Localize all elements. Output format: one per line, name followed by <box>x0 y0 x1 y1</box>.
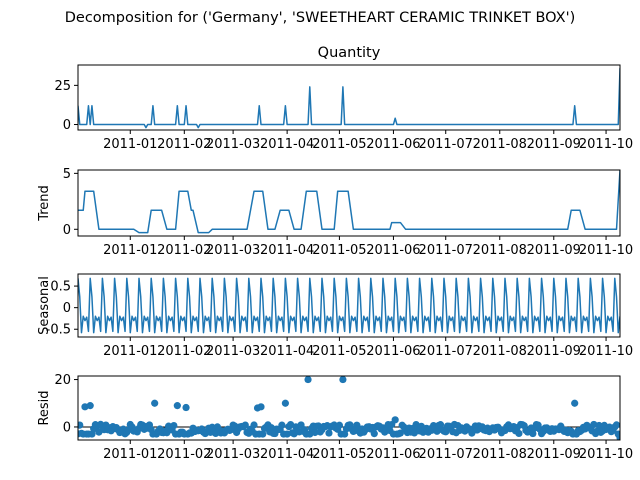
y-axis-label: Resid <box>37 390 52 425</box>
x-tick-label: 2011-02 <box>157 344 211 359</box>
resid-point <box>151 399 159 407</box>
axes-frame-1 <box>77 64 621 131</box>
resid-point <box>370 430 378 438</box>
x-tick-label: 2011-06 <box>366 447 420 462</box>
resid-point <box>616 434 620 440</box>
resid-point <box>442 428 450 436</box>
resid-point <box>325 429 333 437</box>
axes-frame-2 <box>77 169 621 237</box>
resid-point <box>391 416 399 424</box>
y-tick-label: 5 <box>63 167 71 182</box>
plot-area-2 <box>78 170 620 234</box>
x-tick-label: 2011-04 <box>260 344 314 359</box>
y-axis-label: Seasonal <box>37 276 52 335</box>
seasonal-line <box>78 277 620 334</box>
x-tick-label: 2011-01 <box>103 243 157 258</box>
x-tick-label: 2011-08 <box>473 447 527 462</box>
x-tick-label: 2011-05 <box>312 447 366 462</box>
x-tick-label: 2011-03 <box>206 344 260 359</box>
axes-frame-3 <box>77 273 621 338</box>
x-tick-label: 2011-05 <box>312 344 366 359</box>
y-tick-label: 0.5 <box>50 280 71 295</box>
y-tick-label: 20 <box>54 373 71 388</box>
resid-point <box>78 421 84 429</box>
x-tick-label: 2011-01 <box>103 137 157 152</box>
resid-point <box>170 421 178 430</box>
x-tick-label: 2011-06 <box>366 137 420 152</box>
x-tick-label: 2011-10 <box>579 344 633 359</box>
x-tick-label: 2011-09 <box>527 243 581 258</box>
x-tick-label: 2011-06 <box>366 243 420 258</box>
x-tick-label: 2011-01 <box>103 344 157 359</box>
resid-point <box>250 421 258 429</box>
resid-point <box>259 430 267 438</box>
resid-point <box>173 402 181 410</box>
trend-line <box>78 170 620 234</box>
x-tick-label: 2011-05 <box>312 137 366 152</box>
resid-point <box>339 376 347 384</box>
resid-point <box>335 421 344 429</box>
x-tick-label: 2011-01 <box>103 447 157 462</box>
x-tick-label: 2011-02 <box>157 447 211 462</box>
x-tick-label: 2011-09 <box>527 344 581 359</box>
y-tick-label: -0.5 <box>46 323 71 338</box>
x-tick-label: 2011-10 <box>579 447 633 462</box>
resid-point <box>515 429 523 438</box>
resid-point <box>311 428 319 437</box>
resid-point <box>529 429 537 438</box>
resid-point <box>396 429 405 437</box>
plot-area-4 <box>78 376 620 440</box>
panel-title: Quantity <box>318 45 381 61</box>
y-tick-label: 0 <box>63 301 71 316</box>
x-tick-label: 2011-05 <box>312 243 366 258</box>
quantity-line <box>78 68 620 129</box>
plot-area-3 <box>78 277 620 334</box>
x-tick-label: 2011-09 <box>527 447 581 462</box>
figure-title: Decomposition for ('Germany', 'SWEETHEAR… <box>65 10 575 26</box>
x-tick-label: 2011-08 <box>473 137 527 152</box>
y-axis-label: Trend <box>37 185 52 222</box>
plot-area-1 <box>78 68 620 129</box>
resid-point <box>595 421 603 430</box>
x-tick-label: 2011-03 <box>206 137 260 152</box>
resid-point <box>281 399 289 407</box>
y-tick-label: 0 <box>63 223 71 238</box>
resid-point <box>612 421 620 429</box>
resid-point <box>571 399 579 407</box>
x-tick-label: 2011-03 <box>206 243 260 258</box>
x-tick-label: 2011-07 <box>419 344 473 359</box>
x-tick-label: 2011-09 <box>527 137 581 152</box>
resid-point <box>304 376 312 384</box>
x-tick-label: 2011-02 <box>157 243 211 258</box>
axes-frame-4 <box>77 375 621 441</box>
x-tick-label: 2011-04 <box>260 243 314 258</box>
x-tick-label: 2011-03 <box>206 447 260 462</box>
y-tick-label: 0 <box>63 118 71 133</box>
x-tick-label: 2011-08 <box>473 344 527 359</box>
x-tick-label: 2011-10 <box>579 243 633 258</box>
resid-point <box>182 403 190 412</box>
resid-point <box>241 421 249 429</box>
x-tick-label: 2011-07 <box>419 243 473 258</box>
x-tick-label: 2011-07 <box>419 137 473 152</box>
x-tick-label: 2011-08 <box>473 243 527 258</box>
x-tick-label: 2011-06 <box>366 344 420 359</box>
resid-point <box>278 421 286 429</box>
y-tick-label: 0 <box>63 420 71 435</box>
x-tick-label: 2011-04 <box>260 137 314 152</box>
resid-point <box>257 403 265 411</box>
x-tick-label: 2011-04 <box>260 447 314 462</box>
x-tick-label: 2011-07 <box>419 447 473 462</box>
y-tick-label: 25 <box>54 79 71 94</box>
x-tick-label: 2011-02 <box>157 137 211 152</box>
x-tick-label: 2011-10 <box>579 137 633 152</box>
resid-point <box>86 402 94 410</box>
